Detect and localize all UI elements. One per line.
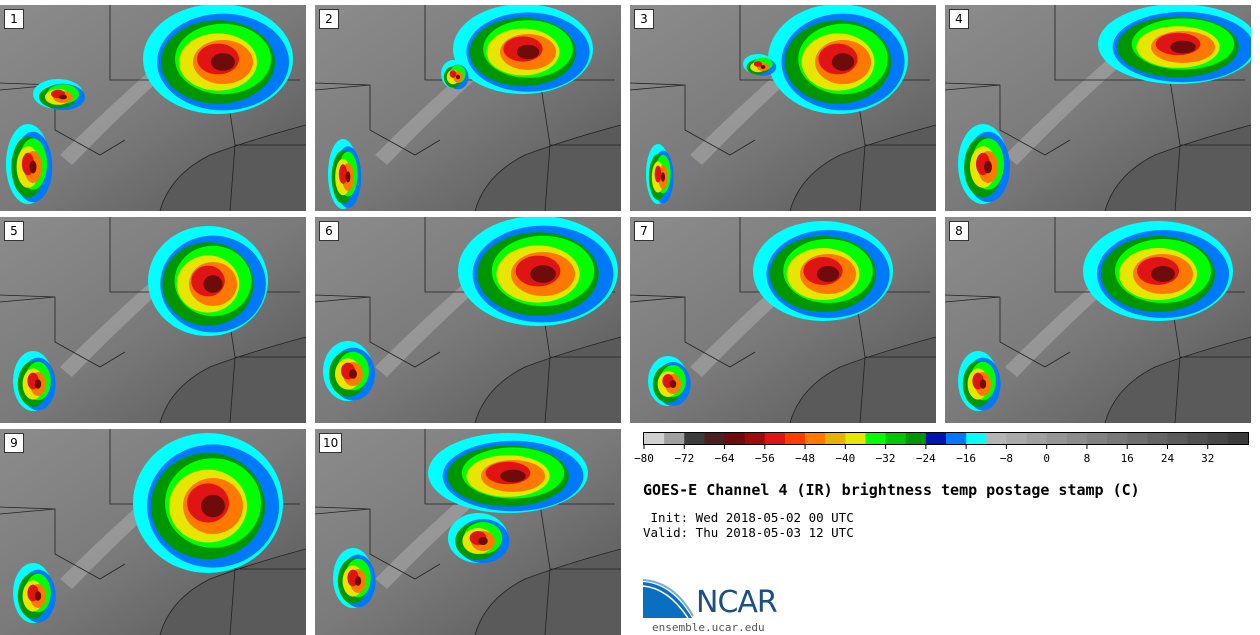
colorbar-tick-label: −72 <box>674 452 695 465</box>
colorbar-bin <box>905 433 927 444</box>
map-panel: 5 <box>0 217 306 423</box>
colorbar-tick-label: 0 <box>1043 452 1050 465</box>
map-panel: 9 <box>0 429 306 635</box>
colorbar-bin <box>1026 433 1048 444</box>
colorbar-bin <box>704 433 726 444</box>
colorbar-tick-label: −24 <box>915 452 936 465</box>
colorbar-bin <box>1127 433 1148 444</box>
colorbar-tick-label: −40 <box>835 452 856 465</box>
colorbar-bin <box>1046 433 1068 444</box>
colorbar-bin <box>1167 433 1189 444</box>
panel-number-label: 5 <box>4 221 24 241</box>
panel-number-label: 7 <box>634 221 654 241</box>
colorbar-bin <box>966 433 987 444</box>
panel-number-label: 2 <box>319 9 339 29</box>
colorbar-tick-label: −16 <box>956 452 977 465</box>
colorbar-bin <box>986 433 1007 444</box>
colorbar-bin <box>825 433 846 444</box>
init-time: Init: Wed 2018-05-02 00 UTC <box>643 510 854 525</box>
valid-time: Valid: Thu 2018-05-03 12 UTC <box>643 525 854 540</box>
colorbar-tick-label: −56 <box>754 452 775 465</box>
colorbar-bin <box>644 433 665 444</box>
colorbar-tick-label: 16 <box>1120 452 1134 465</box>
colorbar-tick-label: −32 <box>875 452 896 465</box>
map-panel: 7 <box>630 217 936 423</box>
panel-number-label: 3 <box>634 9 654 29</box>
colorbar-bin <box>946 433 967 444</box>
ir-map <box>0 5 306 211</box>
ir-map <box>315 5 621 211</box>
map-panel: 8 <box>945 217 1251 423</box>
panel-number-label: 10 <box>319 433 343 453</box>
colorbar-bin <box>1147 433 1168 444</box>
colorbar-bin <box>925 433 947 444</box>
panel-number-label: 9 <box>4 433 24 453</box>
figure-title: GOES-E Channel 4 (IR) brightness temp po… <box>643 481 1140 499</box>
colorbar-bin <box>845 433 866 444</box>
colorbar <box>643 432 1249 449</box>
colorbar-bin <box>1187 433 1209 444</box>
map-panel: 1 <box>0 5 306 211</box>
colorbar-bin <box>1086 433 1108 444</box>
ncar-logo-text: NCAR <box>696 585 778 620</box>
colorbar-bin <box>1066 433 1088 444</box>
panel-number-label: 1 <box>4 9 24 29</box>
colorbar-tick-label: 32 <box>1201 452 1215 465</box>
colorbar-tick-label: −64 <box>714 452 735 465</box>
ir-map <box>630 5 936 211</box>
map-panel: 6 <box>315 217 621 423</box>
colorbar-tick-label: 24 <box>1160 452 1175 465</box>
colorbar-bin <box>805 433 826 444</box>
ir-map <box>315 429 621 635</box>
ir-map <box>0 429 306 635</box>
colorbar-bin <box>764 433 786 444</box>
colorbar-bin <box>1227 433 1249 444</box>
colorbar-bin <box>724 433 746 444</box>
colorbar-bin <box>744 433 766 444</box>
colorbar-tick-label: −48 <box>795 452 815 465</box>
colorbar-bin <box>1107 433 1128 444</box>
colorbar-tick-label: −8 <box>999 452 1014 465</box>
colorbar-bin <box>1207 433 1229 444</box>
ir-map <box>0 217 306 423</box>
ir-map <box>315 217 621 423</box>
colorbar-bin <box>784 433 806 444</box>
colorbar-bin <box>684 433 705 444</box>
colorbar-tick-label: 8 <box>1083 452 1091 465</box>
panel-number-label: 4 <box>949 9 969 29</box>
map-panel: 3 <box>630 5 936 211</box>
colorbar-bin <box>865 433 887 444</box>
ir-map <box>945 217 1251 423</box>
map-panel: 4 <box>945 5 1251 211</box>
colorbar-bin <box>1006 433 1028 444</box>
ir-map <box>630 217 936 423</box>
colorbar-bin <box>664 433 685 444</box>
colorbar-bin <box>885 433 907 444</box>
map-panel: 10 <box>315 429 621 635</box>
panel-number-label: 8 <box>949 221 969 241</box>
site-url: ensemble.ucar.edu <box>652 621 765 634</box>
colorbar-tick-label: −80 <box>634 452 654 465</box>
ncar-logo-icon <box>642 579 694 619</box>
panel-number-label: 6 <box>319 221 339 241</box>
ir-map <box>945 5 1251 211</box>
map-panel: 2 <box>315 5 621 211</box>
